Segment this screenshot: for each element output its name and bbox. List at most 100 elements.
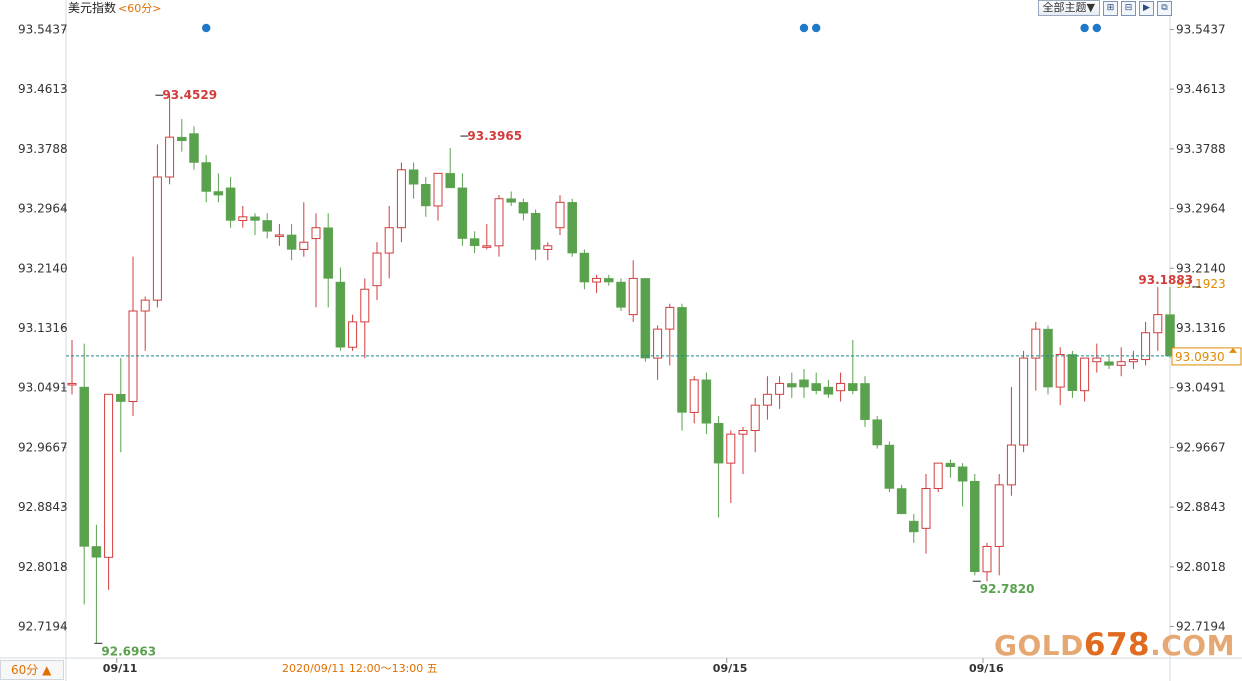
candle-body-down[interactable] xyxy=(848,383,858,391)
candle-body-up[interactable] xyxy=(1116,361,1126,366)
candle-body-up[interactable] xyxy=(152,176,162,301)
candle-body-up[interactable] xyxy=(372,252,382,287)
candle-body-down[interactable] xyxy=(884,444,895,489)
candle-body-up[interactable] xyxy=(592,277,602,283)
candle-body-down[interactable] xyxy=(811,383,821,391)
candle-body-down[interactable] xyxy=(860,383,870,420)
candle-body-down[interactable] xyxy=(909,520,919,533)
candle-body-down[interactable] xyxy=(1067,354,1078,391)
candle-body-down[interactable] xyxy=(225,187,236,221)
candle-body-down[interactable] xyxy=(872,419,882,446)
candle-body-up[interactable] xyxy=(1031,328,1041,359)
candle-body-up[interactable] xyxy=(933,462,943,489)
candle-body-up[interactable] xyxy=(140,299,150,312)
candle-body-up[interactable] xyxy=(738,430,748,435)
candle-body-down[interactable] xyxy=(530,212,541,250)
candle-body-up[interactable] xyxy=(762,393,772,406)
x-tick-label: 09/15 xyxy=(713,662,748,675)
candle-body-down[interactable] xyxy=(713,423,724,464)
candle-body-down[interactable] xyxy=(286,234,297,250)
candle-body-down[interactable] xyxy=(506,198,516,203)
candle-body-down[interactable] xyxy=(1104,361,1114,366)
candle-body-up[interactable] xyxy=(238,216,248,221)
window-icon[interactable]: ⧉ xyxy=(1157,0,1172,16)
candle-body-up[interactable] xyxy=(726,433,736,464)
candle-body-down[interactable] xyxy=(823,386,834,395)
candle-body-up[interactable] xyxy=(836,382,846,392)
candle-body-up[interactable] xyxy=(494,198,504,247)
candle-body-down[interactable] xyxy=(677,307,687,413)
candle-body-up[interactable] xyxy=(921,487,931,529)
candle-body-down[interactable] xyxy=(896,488,907,515)
candle-body-up[interactable] xyxy=(274,234,284,237)
shrink-icon[interactable]: ⊟ xyxy=(1121,0,1136,16)
candle-body-up[interactable] xyxy=(1055,353,1065,388)
candle-body-down[interactable] xyxy=(1043,328,1053,388)
candle-body-up[interactable] xyxy=(994,484,1004,547)
candle-body-up[interactable] xyxy=(665,306,675,330)
candle-body-up[interactable] xyxy=(653,328,663,359)
candle-body-down[interactable] xyxy=(957,466,968,482)
y-tick-label-right: 93.5437 xyxy=(1176,22,1226,36)
candle-body-down[interactable] xyxy=(787,383,797,388)
expand-icon[interactable]: ⊞ xyxy=(1103,0,1118,16)
candle-body-down[interactable] xyxy=(213,191,224,196)
candle-body-up[interactable] xyxy=(1019,357,1029,446)
candle-body-down[interactable] xyxy=(177,136,187,142)
candle-body-up[interactable] xyxy=(67,382,77,386)
candle-body-up[interactable] xyxy=(1092,357,1102,363)
candle-body-up[interactable] xyxy=(555,201,565,229)
candle-body-up[interactable] xyxy=(689,379,699,413)
play-icon[interactable]: ▶ xyxy=(1139,0,1154,16)
candle-body-up[interactable] xyxy=(482,245,492,248)
candle-body-down[interactable] xyxy=(91,546,102,558)
candle-body-up[interactable] xyxy=(1006,444,1016,486)
candle-body-up[interactable] xyxy=(775,382,785,395)
candle-body-down[interactable] xyxy=(518,202,529,214)
candle-body-down[interactable] xyxy=(116,394,126,402)
candle-body-down[interactable] xyxy=(567,202,577,254)
candle-body-down[interactable] xyxy=(189,133,199,163)
candle-body-up[interactable] xyxy=(433,172,443,207)
candle-body-down[interactable] xyxy=(201,162,211,192)
theme-selector[interactable]: 全部主题▼ xyxy=(1037,0,1100,16)
extreme-label: 92.7820 xyxy=(980,582,1035,596)
candle-body-up[interactable] xyxy=(1080,357,1090,392)
candle-body-up[interactable] xyxy=(396,169,406,229)
candle-body-down[interactable] xyxy=(616,281,626,308)
candle-body-down[interactable] xyxy=(604,278,614,283)
candle-body-up[interactable] xyxy=(1128,359,1138,363)
candle-body-up[interactable] xyxy=(1141,332,1151,361)
candle-body-up[interactable] xyxy=(384,227,394,254)
candle-body-up[interactable] xyxy=(982,545,992,573)
candle-body-down[interactable] xyxy=(335,281,346,348)
candle-body-down[interactable] xyxy=(79,386,89,547)
candle-body-up[interactable] xyxy=(628,277,638,316)
candle-body-down[interactable] xyxy=(1165,314,1175,357)
candle-body-down[interactable] xyxy=(421,183,431,207)
candle-body-down[interactable] xyxy=(701,379,712,424)
candle-body-up[interactable] xyxy=(311,227,321,240)
candle-body-down[interactable] xyxy=(579,252,590,283)
candle-body-down[interactable] xyxy=(457,187,468,239)
candle-body-down[interactable] xyxy=(408,169,419,185)
candle-body-down[interactable] xyxy=(445,173,455,189)
candle-body-up[interactable] xyxy=(299,241,309,250)
candle-body-up[interactable] xyxy=(360,288,370,323)
period-selector[interactable]: 60分 ▲ xyxy=(0,660,64,680)
candle-body-down[interactable] xyxy=(945,462,956,468)
candle-body-down[interactable] xyxy=(970,480,980,573)
candle-body-down[interactable] xyxy=(469,238,480,247)
candle-body-up[interactable] xyxy=(543,245,553,250)
candle-body-down[interactable] xyxy=(640,278,651,359)
candle-body-up[interactable] xyxy=(750,404,760,432)
candle-body-up[interactable] xyxy=(348,321,358,348)
candle-body-up[interactable] xyxy=(1153,314,1163,334)
candle-body-up[interactable] xyxy=(165,136,175,178)
candle-body-down[interactable] xyxy=(250,216,260,221)
candle-body-down[interactable] xyxy=(262,220,272,232)
candle-body-down[interactable] xyxy=(323,227,333,279)
candle-body-up[interactable] xyxy=(104,393,114,558)
candle-body-down[interactable] xyxy=(799,379,809,388)
